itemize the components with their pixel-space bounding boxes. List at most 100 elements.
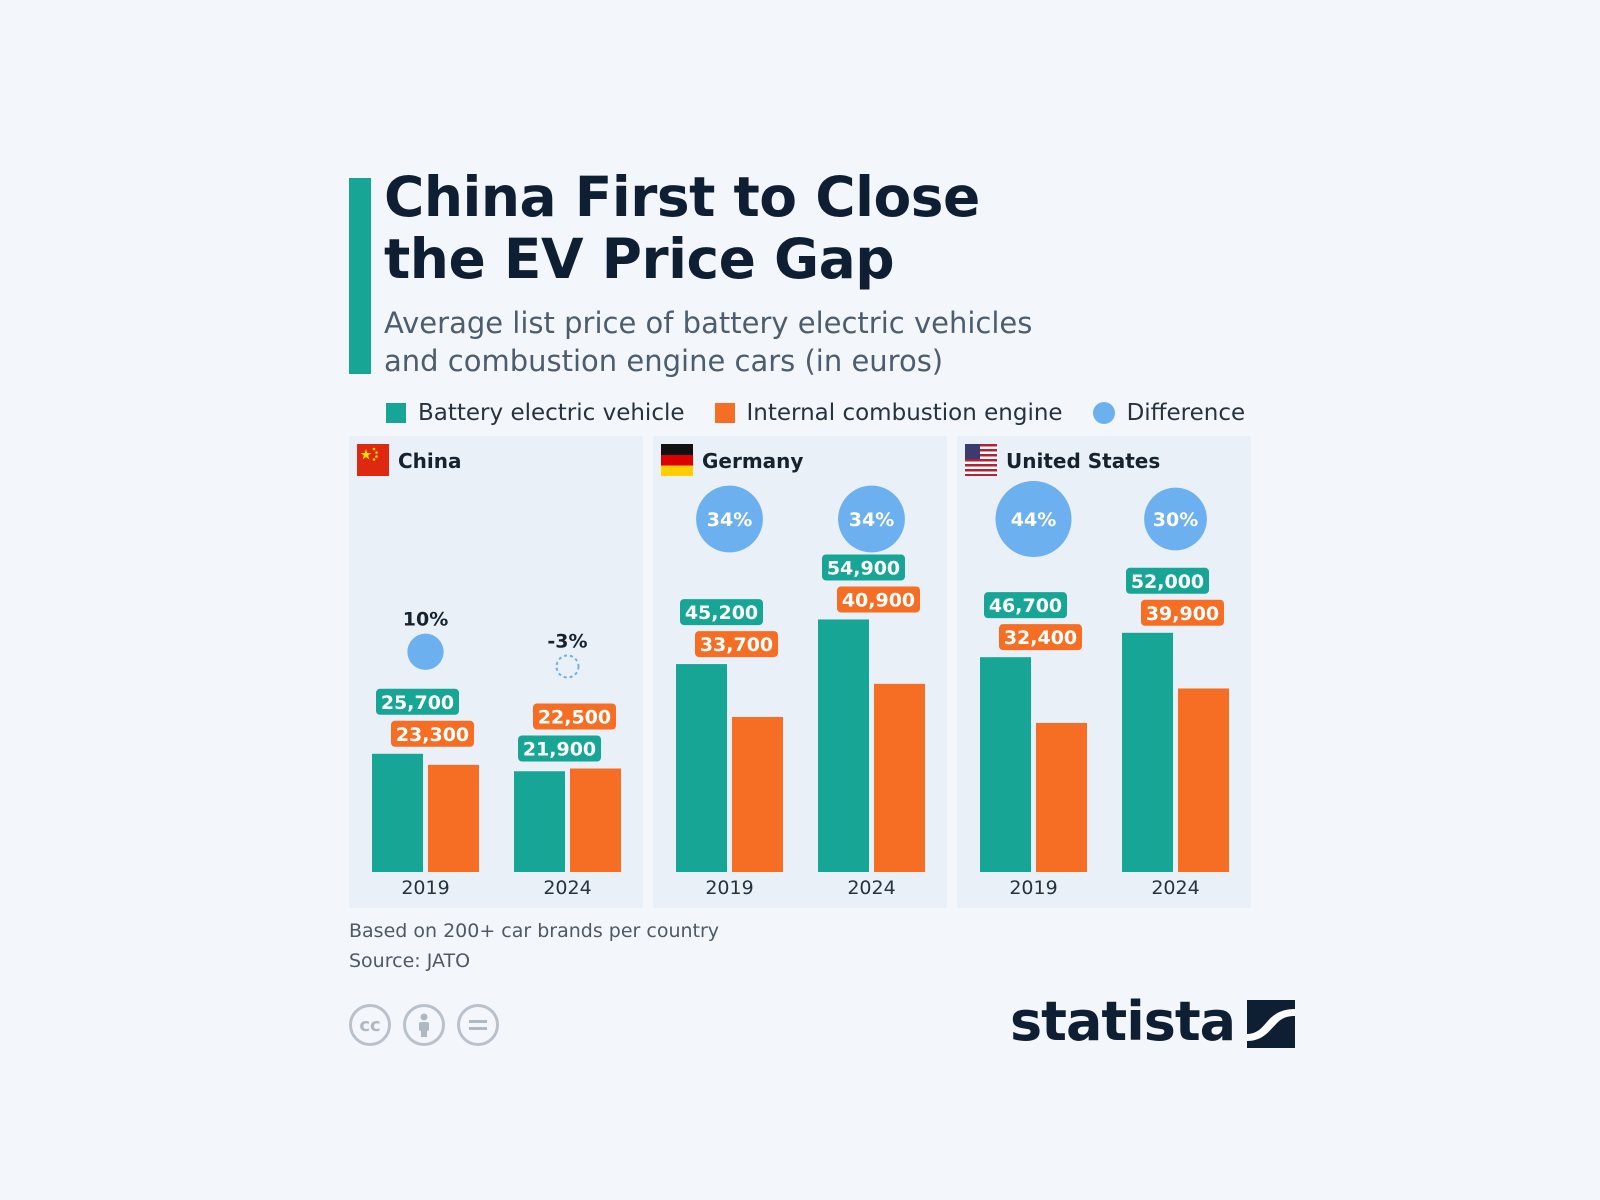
label-bev-united-states-2019-box (984, 592, 1067, 619)
legend-swatch-bev (386, 403, 406, 423)
label-ice-china-2024-text: 22,500 (538, 707, 611, 729)
label-ice-china-2024: 22,500 (533, 703, 616, 730)
legend: Battery electric vehicle Internal combus… (386, 398, 1275, 428)
panel-title-germany: Germany (702, 449, 804, 473)
label-bev-china-2024: 21,900 (518, 735, 601, 762)
x-tick-united-states-2024: 2024 (1151, 877, 1199, 899)
label-ice-united-states-2024-box (1141, 599, 1224, 626)
label-ice-united-states-2019: 32,400 (999, 624, 1082, 651)
us-flag-icon (965, 444, 997, 477)
label-bev-germany-2024-text: 54,900 (827, 557, 900, 579)
label-ice-germany-2019-text: 33,700 (700, 634, 773, 656)
label-ice-germany-2019: 33,700 (695, 631, 778, 658)
x-tick-china-2019: 2019 (401, 877, 449, 899)
legend-item-diff: Difference (1092, 400, 1246, 426)
bar-bev-germany-2024 (818, 619, 869, 872)
diff-bubble-china-2024 (555, 654, 580, 679)
title-accent-bar (349, 178, 371, 374)
chart-us-svg: 2019 46,700 32,400 44% 2024 52,000 39,900 30% (980, 481, 1229, 899)
diff-bubble-united-states-2019 (995, 481, 1072, 557)
label-bev-united-states-2024-text: 52,000 (1131, 571, 1204, 593)
panel-china: 2019 25,700 23,300 10% 2024 21,900 22,500 -3% C… (349, 436, 643, 908)
legend-item-ice: Internal combustion engine (714, 400, 1063, 426)
diff-label-germany-2019: 34% (707, 509, 752, 531)
legend-label-diff: Difference (1126, 400, 1246, 426)
diff-bubble-united-states-2024 (1144, 487, 1207, 551)
legend-swatch-ice (714, 403, 735, 423)
label-bev-united-states-2024-box (1126, 567, 1209, 594)
label-ice-china-2024-box (533, 703, 616, 730)
subtitle-line-2: and combustion engine cars (in euros) (384, 344, 944, 378)
x-tick-china-2024: 2024 (543, 877, 591, 899)
bar-ice-germany-2019 (732, 716, 783, 872)
bar-bev-germany-2019 (676, 664, 727, 872)
x-tick-germany-2024: 2024 (847, 877, 895, 899)
china-flag-icon (357, 444, 389, 477)
panel-header-china: China (357, 444, 462, 478)
diff-label-united-states-2019: 44% (1011, 509, 1056, 531)
diff-label-china-2019: 10% (403, 609, 448, 631)
label-bev-china-2024-text: 21,900 (523, 739, 596, 761)
panel-germany: 2019 45,200 33,700 34% 2024 54,900 40,900 34% G… (653, 436, 947, 908)
label-bev-united-states-2024: 52,000 (1126, 567, 1209, 594)
bar-bev-china-2019 (372, 753, 423, 872)
label-bev-china-2024-box (518, 735, 601, 762)
diff-bubble-germany-2024 (838, 485, 905, 553)
diff-bubble-germany-2019 (696, 485, 763, 553)
label-ice-united-states-2019-box (999, 624, 1082, 651)
legend-label-ice: Internal combustion engine (746, 400, 1063, 426)
bar-ice-united-states-2024 (1178, 688, 1229, 872)
label-ice-china-2019-box (391, 720, 474, 747)
panel-header-united-states: United States (965, 444, 1160, 478)
label-bev-germany-2019-box (680, 599, 763, 626)
x-tick-germany-2019: 2019 (705, 877, 753, 899)
legend-dot-diff (1092, 402, 1115, 424)
chart-china-svg: 2019 25,700 23,300 10% 2024 21,900 22,500 -3% (372, 609, 621, 899)
label-bev-germany-2024: 54,900 (822, 554, 905, 581)
label-ice-china-2019-text: 23,300 (396, 724, 469, 746)
label-ice-germany-2024-text: 40,900 (842, 589, 915, 611)
label-bev-germany-2024-box (822, 554, 905, 581)
label-bev-united-states-2019-text: 46,700 (989, 595, 1062, 617)
bar-bev-united-states-2024 (1122, 632, 1173, 872)
germany-flag-icon (661, 444, 693, 477)
source-note: Source: JATO (349, 950, 471, 972)
cc-icon[interactable]: cc (349, 1004, 391, 1046)
subtitle-line-1: Average list price of battery electric v… (384, 306, 1033, 340)
statista-logo[interactable]: statista (1010, 990, 1296, 1053)
title-line-2: the EV Price Gap (384, 227, 895, 291)
statista-logo-text: statista (1010, 990, 1236, 1053)
bar-ice-germany-2024 (874, 683, 925, 872)
label-bev-united-states-2019: 46,700 (984, 592, 1067, 619)
legend-item-bev: Battery electric vehicle (386, 400, 685, 426)
diff-label-china-2024: -3% (547, 631, 587, 653)
label-ice-germany-2019-box (695, 631, 778, 658)
panel-title-united-states: United States (1006, 449, 1161, 473)
label-ice-united-states-2024-text: 39,900 (1146, 603, 1219, 625)
panel-header-germany: Germany (661, 444, 803, 478)
label-ice-united-states-2019-text: 32,400 (1004, 627, 1077, 649)
panel-title-china: China (398, 449, 462, 473)
chart-title: China First to Close the EV Price Gap (384, 166, 1144, 290)
bar-bev-united-states-2019 (980, 657, 1031, 872)
label-ice-germany-2024: 40,900 (837, 586, 920, 613)
attribution-icon[interactable] (403, 1004, 445, 1046)
no-derivatives-icon[interactable] (457, 1004, 499, 1046)
diff-bubble-china-2019 (407, 633, 444, 670)
title-line-1: China First to Close (384, 165, 980, 229)
bar-ice-united-states-2019 (1036, 722, 1087, 872)
diff-label-germany-2024: 34% (849, 509, 894, 531)
bar-bev-china-2024 (514, 771, 565, 872)
x-tick-united-states-2019: 2019 (1009, 877, 1057, 899)
label-bev-germany-2019: 45,200 (680, 599, 763, 626)
statista-logo-mark-icon (1247, 1000, 1296, 1048)
license-icons: cc (349, 1004, 511, 1046)
footnote: Based on 200+ car brands per country (349, 920, 720, 942)
panel-united-states: 2019 46,700 32,400 44% 2024 52,000 39,900 30% U… (957, 436, 1251, 908)
label-bev-china-2019-box (376, 688, 459, 715)
legend-label-bev: Battery electric vehicle (418, 400, 685, 426)
bar-ice-china-2024 (570, 768, 621, 872)
label-bev-china-2019: 25,700 (376, 688, 459, 715)
chart-subtitle: Average list price of battery electric v… (384, 304, 1144, 380)
label-ice-germany-2024-box (837, 586, 920, 613)
